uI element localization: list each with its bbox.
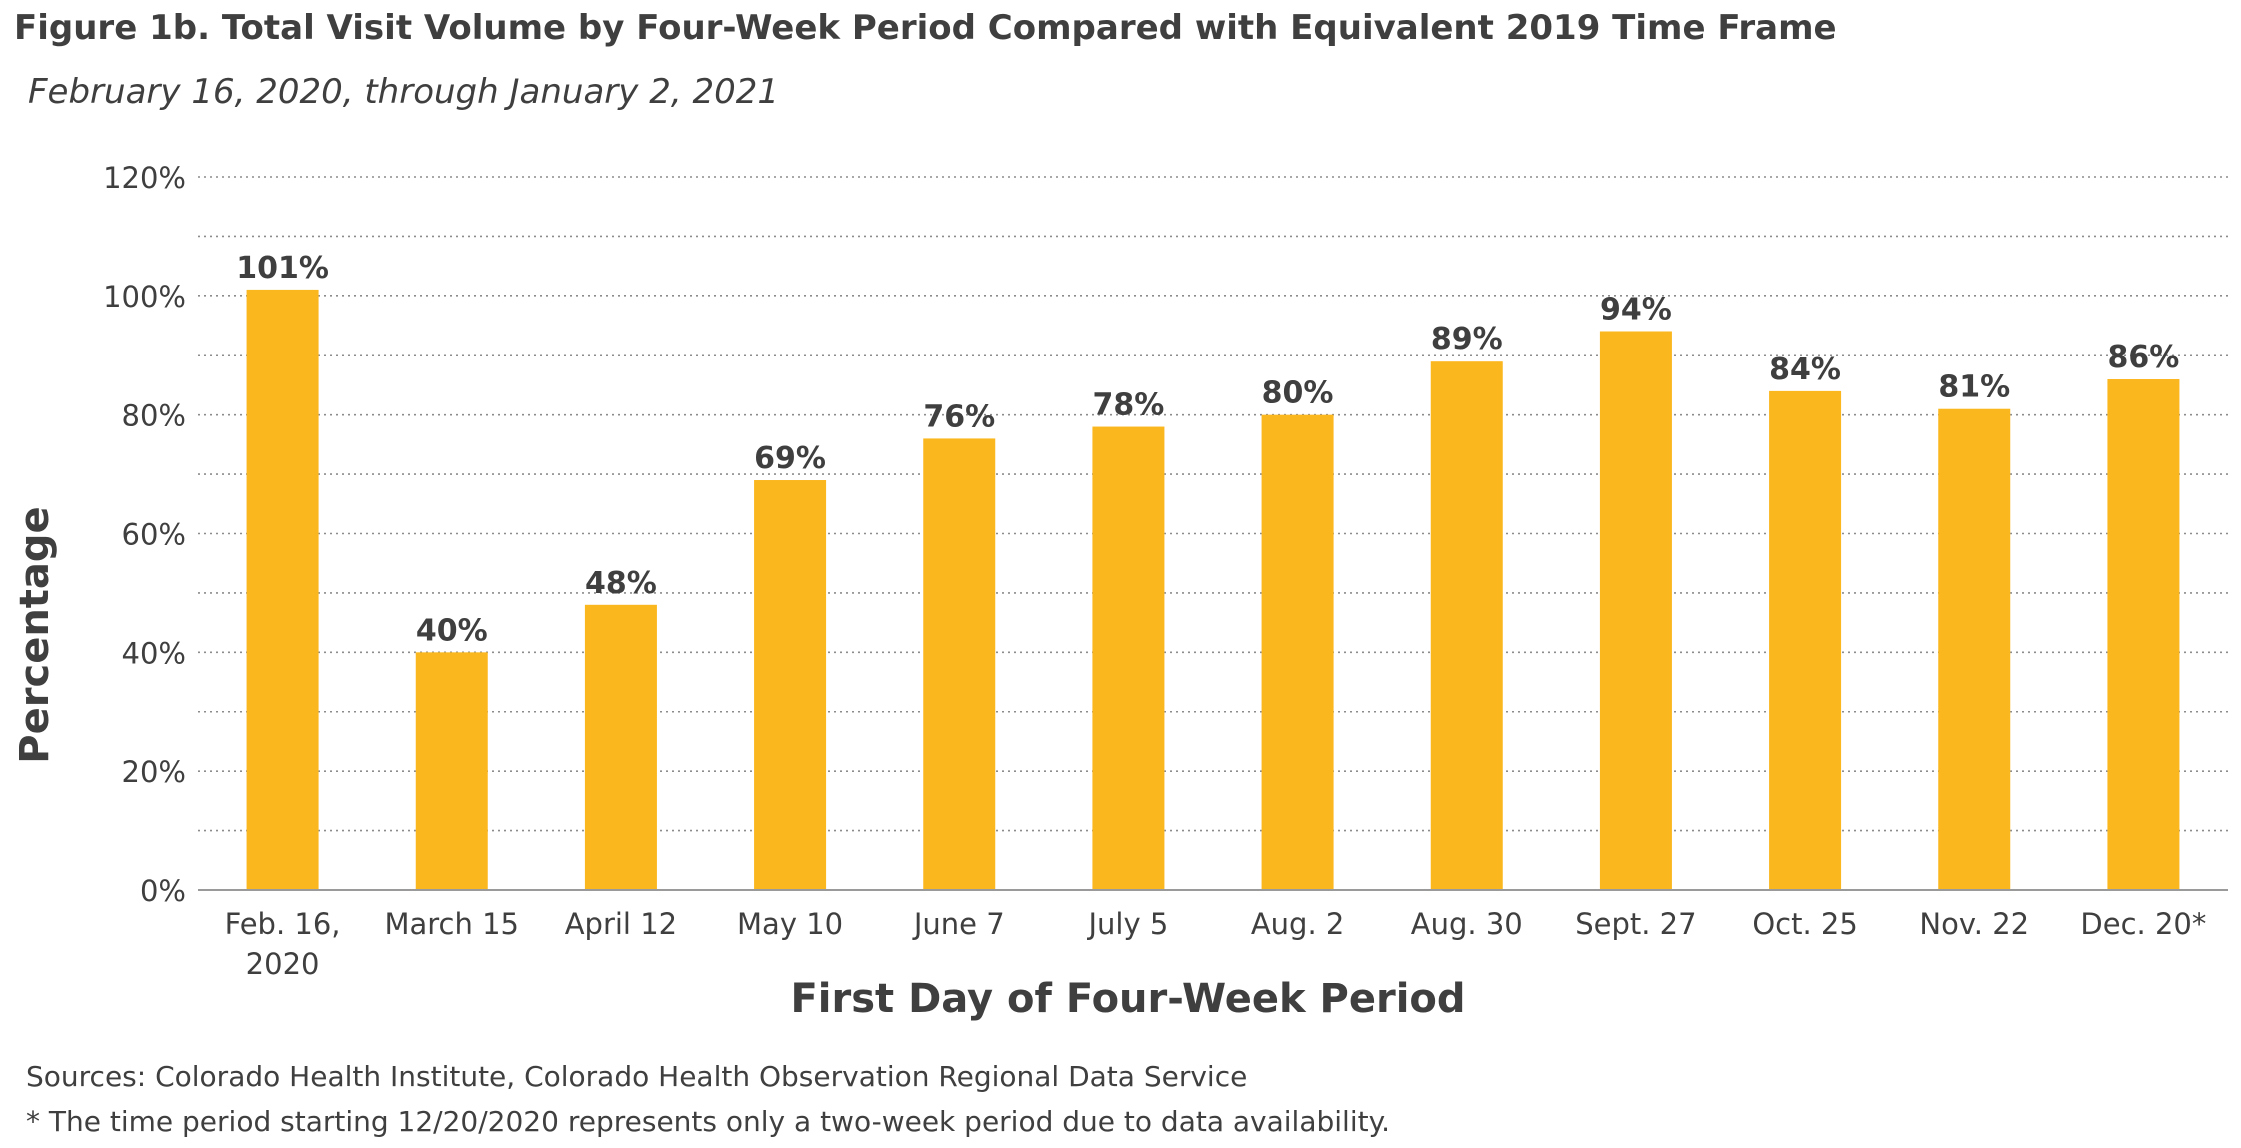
x-tick-label: April 12 [565,907,677,941]
bar [584,604,657,890]
bar [246,289,319,890]
y-tick-label: 100% [103,280,186,314]
gridlines [198,176,2228,832]
y-tick-label: 60% [122,518,186,552]
data-label: 76% [923,399,995,434]
data-label: 89% [1431,322,1503,357]
x-tick-label: March 15 [384,907,519,941]
bars [246,289,2180,891]
data-label: 81% [1938,370,2010,405]
data-label: 69% [754,441,826,476]
x-axis-label: First Day of Four-Week Period [790,976,1465,1022]
chart-title: Figure 1b. Total Visit Volume by Four-We… [14,8,1837,48]
footnote: * The time period starting 12/20/2020 re… [26,1105,1391,1138]
bar [1599,331,1672,890]
bar [1430,361,1503,891]
bar [2107,379,2180,890]
data-label: 80% [1262,376,1334,411]
bar [923,438,996,890]
x-tick-label: Aug. 2 [1251,907,1345,941]
bar [754,480,827,890]
bar [1092,426,1165,890]
x-tick-label: Aug. 30 [1411,907,1523,941]
x-tick-label: Feb. 16, 2020 [225,907,341,981]
bar [415,652,488,890]
x-tick-label: Oct. 25 [1752,907,1857,941]
y-axis-ticks: 0% 20% 40% 60% 80% 100% 120% [103,161,186,908]
x-tick-label: Nov. 22 [1919,907,2029,941]
chart-subtitle: February 16, 2020, through January 2, 20… [28,72,779,112]
data-label: 101% [236,251,329,286]
data-label: 48% [585,566,657,601]
y-tick-label: 120% [103,161,186,195]
bar [1769,390,1842,890]
y-tick-label: 40% [122,636,186,670]
sources-note: Sources: Colorado Health Institute, Colo… [26,1060,1248,1093]
x-tick-label: July 5 [1087,907,1169,941]
y-tick-label: 80% [122,399,186,433]
data-label: 86% [2108,340,2180,375]
x-tick-label: Dec. 20* [2080,907,2206,941]
x-tick-label: May 10 [737,907,843,941]
x-axis-ticks: Feb. 16, 2020 March 15 April 12 May 10 June 7… [225,907,2207,981]
data-label: 84% [1769,352,1841,387]
data-label: 78% [1093,388,1165,423]
bar [1938,408,2011,890]
x-tick-label: June 7 [912,907,1005,941]
data-label: 40% [416,613,488,648]
data-label: 94% [1600,292,1672,327]
y-axis-label: Percentage [12,506,58,763]
bar [1261,414,1334,890]
y-tick-label: 0% [140,874,186,908]
x-tick-label: Sept. 27 [1575,907,1696,941]
data-labels: 101% 40% 48% 69% 76% 78% 80% 89% 94% 84% 81% 86% [236,251,2179,648]
y-tick-label: 20% [122,755,186,789]
